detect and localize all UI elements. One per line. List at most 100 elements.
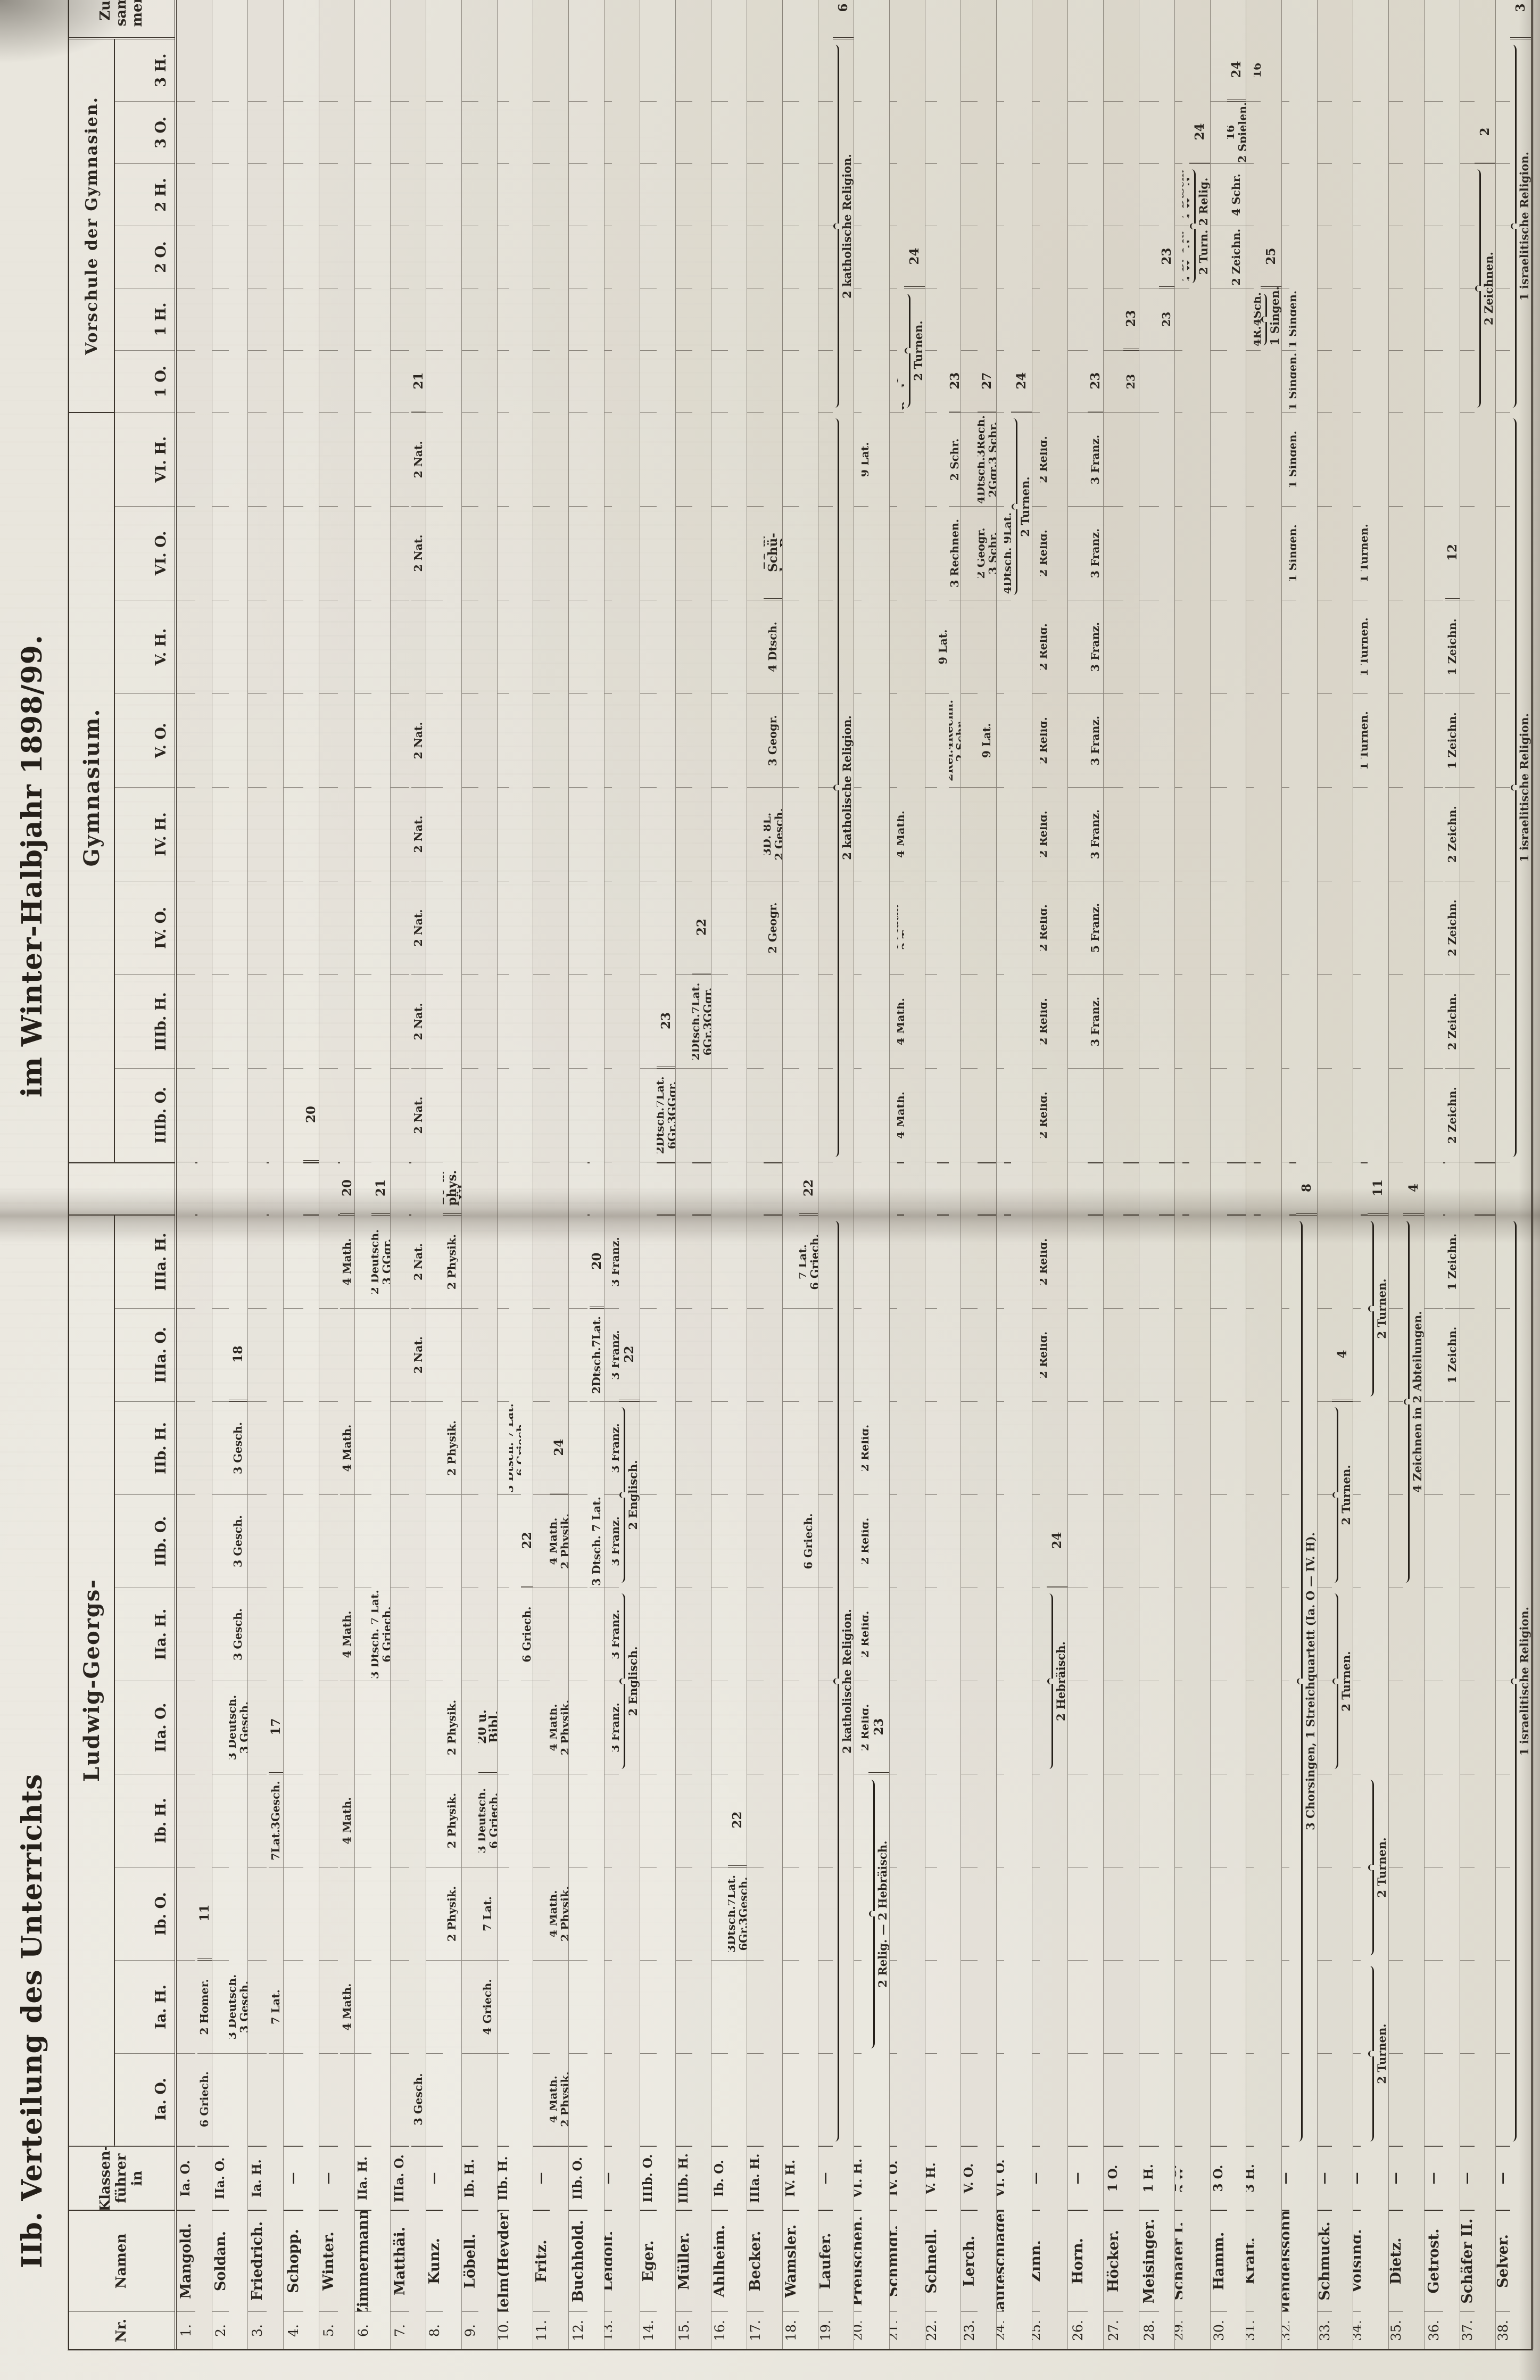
class-cell-empty [997, 1588, 1004, 1681]
class-cell-empty [1425, 226, 1443, 288]
class-cell-empty [498, 1588, 509, 1681]
class-cell-empty [1139, 1069, 1159, 1162]
row-number: 34. [1353, 2320, 1361, 2341]
class-cell-empty [1246, 413, 1254, 507]
class-cell-empty [533, 507, 550, 600]
class-cell-empty [1353, 975, 1361, 1069]
class-cell-empty [1282, 39, 1289, 102]
class-cell-empty [1353, 226, 1361, 288]
class-cell-empty [961, 1681, 978, 1774]
class-header-IbH: Ib. H. [115, 1774, 175, 1867]
zusammen-cell: 22 [692, 881, 711, 975]
class-cell-empty [925, 507, 937, 600]
class-cell-empty [997, 226, 1004, 288]
class-cell-empty [569, 226, 587, 288]
class-cell: 4 Math.2 Physik. [550, 1867, 568, 1961]
class-cell-empty [1246, 1961, 1254, 2054]
class-cell-empty [818, 694, 833, 788]
class-cell-empty [1175, 39, 1182, 102]
brace-annotation: 4 Zeichnen in 2 Abteilungen. [1403, 1216, 1424, 1588]
class-cell-empty [212, 1309, 229, 1402]
class-cell-empty [533, 413, 550, 507]
class-cell-empty [498, 351, 509, 413]
brace-annotation: 3 Chorsingen, 1 Streichquartett (Ia. O —… [1296, 1216, 1317, 2147]
class-cell-empty [711, 164, 728, 226]
class-cell: 1 Zeichn. [1445, 600, 1460, 694]
class-cell-empty [925, 694, 937, 788]
class-cell-empty [248, 1867, 267, 1961]
class-cell-empty [1496, 881, 1510, 975]
class-cell-empty [1211, 1867, 1227, 1961]
class-cell-empty [1175, 694, 1182, 788]
class-cell-empty [1496, 164, 1510, 226]
zusammen-cell: 25 [1261, 226, 1281, 288]
class-cell-empty [711, 351, 728, 413]
class-cell-empty [747, 1588, 764, 1681]
class-cell-empty [248, 164, 267, 226]
class-cell-empty [1211, 881, 1227, 975]
class-cell-empty [783, 413, 799, 507]
class-cell-empty [1246, 1681, 1254, 1774]
class-cell: 4 Math.2 Physik. [550, 1495, 568, 1588]
class-cell-empty [1318, 102, 1332, 164]
class-cell-empty [391, 413, 409, 507]
class-cell: 4 Math.2 Physik. [550, 1681, 568, 1774]
class-cell-empty [498, 1069, 509, 1162]
zusammen-cell: 20 [340, 1162, 354, 1216]
class-cell-empty [284, 164, 303, 226]
class-cell-empty [747, 164, 764, 226]
class-cell-empty [1068, 694, 1088, 788]
class-cell-empty [1353, 1402, 1361, 1495]
class-cell-empty [355, 881, 371, 975]
class-cell-empty [569, 1867, 587, 1961]
class-cell-empty [426, 1309, 443, 1402]
class-cell-empty [1460, 694, 1475, 788]
class-cell: 4 Math. [340, 1216, 354, 1309]
teacher-name: Schäfer II. [1460, 2211, 1475, 2312]
class-cell-empty [1139, 1216, 1159, 1309]
class-cell-empty [890, 413, 897, 507]
class-cell-empty [925, 975, 937, 1069]
class-cell-empty [1496, 694, 1510, 788]
class-cell-empty [177, 1867, 195, 1961]
class-cell-empty [569, 694, 587, 788]
class-cell-empty [533, 1402, 550, 1495]
class-cell-empty [1139, 1402, 1159, 1495]
class-cell-empty [1353, 351, 1361, 413]
class-cell-empty [854, 600, 862, 694]
class-cell-empty [818, 881, 833, 975]
class-cell-empty [1246, 788, 1254, 881]
class-cell-empty [1496, 1588, 1510, 1681]
class-cell-empty [676, 1216, 692, 1309]
class-cell-empty [961, 39, 978, 102]
class-header-VIH: VI. H. [115, 413, 175, 507]
class-cell-empty [1496, 1069, 1510, 1162]
class-cell-empty [854, 1588, 862, 1681]
class-cell-empty [1175, 226, 1182, 288]
class-cell-empty [818, 351, 833, 413]
zusammen-cell: 6 [833, 0, 854, 39]
class-cell-empty [533, 1867, 550, 1961]
klassenfuehrer-cell: 1 O. [1104, 2147, 1123, 2211]
klassenfuehrer-cell: VI. H. [854, 2147, 862, 2211]
class-cell-empty [355, 975, 371, 1069]
class-cell-empty [1496, 1216, 1510, 1309]
class-cell-empty [1318, 1216, 1332, 1309]
class-cell-empty [319, 39, 338, 102]
class-cell-empty [391, 1961, 409, 2054]
klassenfuehrer-cell: Ib. O. [711, 2147, 728, 2211]
class-cell-empty [890, 226, 897, 288]
table-row: 36. Getrost. —1 Zeichn. 1 Zeichn. 2 Zeichn. 2… [1425, 0, 1460, 2349]
class-cell-empty [676, 288, 692, 351]
class-cell-empty [177, 1402, 195, 1495]
class-cell-empty [1318, 39, 1332, 102]
teacher-name: Dietz. [1389, 2211, 1403, 2312]
class-cell: 2 Zeichn. [1445, 1069, 1460, 1162]
class-cell-empty [818, 975, 833, 1069]
class-cell-empty [1389, 975, 1403, 1069]
class-cell: 7 Lat. [269, 1961, 283, 2054]
gutter-cell [1123, 1162, 1139, 1216]
class-cell-empty [426, 507, 443, 600]
class-cell-empty [711, 39, 728, 102]
class-cell-empty [961, 1867, 978, 1961]
